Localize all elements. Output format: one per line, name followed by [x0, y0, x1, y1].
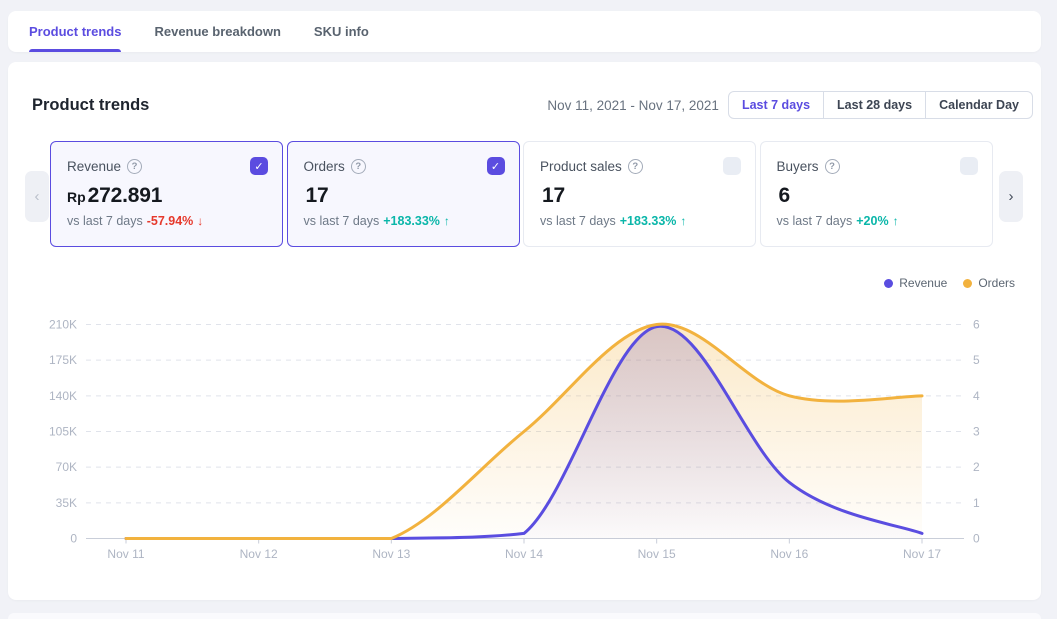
arrow-up-icon: ↑ [443, 214, 450, 228]
help-icon[interactable]: ? [627, 158, 643, 174]
tab-revenue-breakdown[interactable]: Revenue breakdown [154, 24, 281, 39]
svg-text:6: 6 [973, 318, 980, 332]
delta-value: +183.33% [383, 214, 440, 228]
revenue-dot-icon [884, 278, 894, 288]
svg-text:Nov 14: Nov 14 [505, 547, 543, 561]
legend-item-orders[interactable]: Orders [963, 276, 1015, 290]
metric-value: 272.891 [87, 184, 163, 207]
svg-text:140K: 140K [49, 389, 77, 403]
compare-label: vs last 7 days [67, 214, 143, 228]
tab-product-trends[interactable]: Product trends [29, 11, 122, 52]
metric-card-buyers[interactable]: Buyers ? 6 vs last 7 days +20% ↑ [759, 141, 993, 247]
header-right-group: Nov 11, 2021 - Nov 17, 2021 Last 7 days … [547, 91, 1033, 119]
carousel-right-button[interactable]: › [999, 171, 1023, 222]
metric-card-product-sales[interactable]: Product sales ? 17 vs last 7 days +183.3… [523, 141, 756, 247]
chevron-right-icon: › [1008, 188, 1014, 205]
product-trends-line-chart[interactable]: 210K 6 175K 5 140K 4 105K 3 70K 2 35K 1 0 0 Nov 11 Nov … [20, 300, 1025, 575]
compare-label: vs last 7 days [776, 214, 853, 228]
range-button-calendar-day[interactable]: Calendar Day [925, 91, 1033, 119]
metric-label: Buyers [776, 158, 819, 174]
metric-label: Product sales [540, 158, 622, 174]
legend-label: Revenue [899, 276, 948, 290]
metric-label: Orders [303, 158, 345, 174]
metric-checkbox[interactable] [723, 157, 741, 175]
metric-value: 6 [778, 184, 791, 207]
svg-text:Nov 11: Nov 11 [107, 547, 144, 561]
svg-text:210K: 210K [49, 318, 77, 332]
svg-text:Nov 17: Nov 17 [903, 547, 941, 561]
legend-label: Orders [978, 276, 1015, 290]
top-tab-bar: Product trends Revenue breakdown SKU inf… [8, 11, 1041, 52]
delta-value: +20% [856, 214, 889, 228]
chart-legend: Revenue Orders [884, 276, 1015, 290]
date-range-segmented-control: Last 7 days Last 28 days Calendar Day [727, 91, 1033, 119]
svg-text:1: 1 [973, 496, 980, 510]
metric-card-revenue[interactable]: Revenue ? ✓ Rp 272.891 vs last 7 days -5… [50, 141, 283, 247]
help-icon[interactable]: ? [824, 158, 840, 174]
range-button-last-28-days[interactable]: Last 28 days [823, 91, 927, 119]
svg-text:70K: 70K [56, 460, 77, 474]
page-title: Product trends [32, 95, 150, 114]
svg-text:Nov 13: Nov 13 [372, 547, 410, 561]
compare-label: vs last 7 days [303, 214, 380, 228]
svg-text:Nov 15: Nov 15 [638, 547, 676, 561]
metric-label: Revenue [67, 158, 122, 174]
next-section-edge [8, 613, 1041, 619]
chevron-left-icon: ‹ [34, 188, 40, 205]
compare-label: vs last 7 days [540, 214, 616, 228]
svg-text:Nov 16: Nov 16 [770, 547, 808, 561]
metric-value: 17 [305, 184, 329, 207]
svg-text:35K: 35K [56, 496, 77, 510]
svg-text:175K: 175K [49, 353, 77, 367]
svg-text:2: 2 [973, 460, 980, 474]
help-icon[interactable]: ? [127, 158, 143, 174]
carousel-left-button[interactable]: ‹ [25, 171, 49, 222]
svg-text:105K: 105K [49, 425, 77, 439]
metric-cards-row: Revenue ? ✓ Rp 272.891 vs last 7 days -5… [50, 141, 993, 247]
arrow-up-icon: ↑ [680, 214, 687, 228]
svg-text:4: 4 [973, 389, 980, 403]
metric-checkbox[interactable]: ✓ [486, 157, 505, 175]
date-range-label: Nov 11, 2021 - Nov 17, 2021 [547, 97, 719, 113]
tab-sku-info[interactable]: SKU info [313, 24, 369, 39]
metric-card-orders[interactable]: Orders ? ✓ 17 vs last 7 days +183.33% ↑ [286, 141, 520, 247]
svg-text:Nov 12: Nov 12 [240, 547, 278, 561]
currency-prefix: Rp [67, 189, 86, 205]
help-icon[interactable]: ? [350, 158, 366, 174]
delta-value: +183.33% [619, 214, 677, 228]
svg-text:3: 3 [973, 425, 980, 439]
metric-checkbox[interactable] [959, 157, 978, 175]
legend-item-revenue[interactable]: Revenue [884, 276, 947, 290]
orders-dot-icon [963, 278, 973, 288]
arrow-down-icon: ↓ [197, 214, 204, 228]
svg-text:0: 0 [973, 532, 980, 546]
panel-header: Product trends Nov 11, 2021 - Nov 17, 20… [32, 90, 1033, 120]
delta-value: -57.94% [146, 214, 194, 228]
svg-text:0: 0 [70, 532, 77, 546]
arrow-up-icon: ↑ [892, 214, 899, 228]
metric-checkbox[interactable]: ✓ [250, 157, 268, 175]
svg-text:5: 5 [973, 353, 980, 367]
metric-value: 17 [542, 184, 565, 207]
range-button-last-7-days[interactable]: Last 7 days [727, 91, 825, 119]
